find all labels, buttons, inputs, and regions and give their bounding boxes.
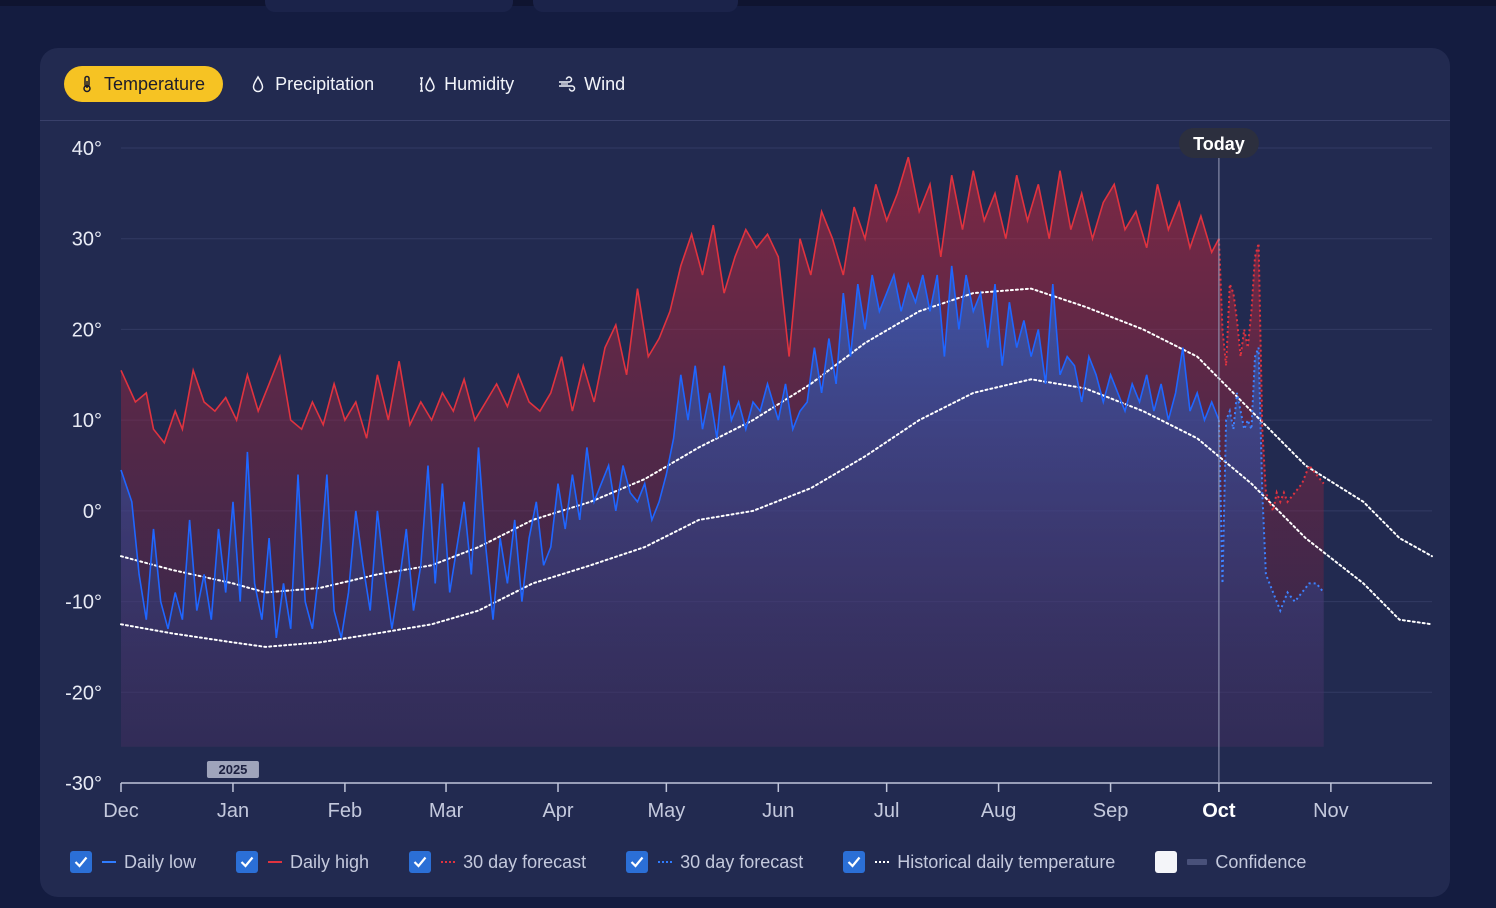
tab-temperature[interactable]: Temperature	[64, 66, 224, 102]
top-bar	[0, 0, 1496, 6]
legend-item-historical[interactable]: Historical daily temperature	[843, 851, 1115, 873]
x-tick-label: Mar	[429, 800, 464, 822]
x-tick-label: Sep	[1093, 800, 1129, 822]
legend-label: 30 day forecast	[680, 851, 804, 872]
checkmark-icon	[413, 856, 427, 868]
legend-item-daily-high[interactable]: Daily high	[236, 851, 369, 873]
checkmark-icon	[630, 856, 644, 868]
today-badge	[1178, 128, 1259, 158]
humidity-icon	[420, 76, 435, 92]
checkmark-icon	[847, 856, 861, 868]
y-tick-label: 30°	[72, 229, 102, 251]
today-label: Today	[1193, 134, 1245, 154]
x-tick-label: May	[647, 800, 685, 822]
x-tick-label: Jan	[217, 800, 249, 822]
legend-item-daily-low[interactable]: Daily low	[70, 851, 196, 873]
chart-legend: Daily low Daily high 30 day forecast 30 …	[70, 848, 1306, 876]
legend-label: Daily high	[290, 851, 370, 872]
checkmark-icon	[240, 856, 254, 868]
legend-swatch	[1187, 859, 1208, 865]
legend-checkbox[interactable]	[70, 851, 92, 873]
y-tick-label: -20°	[65, 682, 102, 704]
legend-swatch	[102, 861, 116, 863]
metric-tabs: Temperature Precipitation Humidity	[64, 66, 643, 102]
weather-chart-card: Temperature Precipitation Humidity	[40, 48, 1450, 897]
temperature-chart[interactable]: 40° 30° 20° 10° 0° -10° -20° -30°Dec Jan Feb Mar Ap…	[40, 48, 1450, 828]
legend-item-forecast-low[interactable]: 30 day forecast	[626, 851, 803, 873]
y-tick-label: -10°	[65, 592, 102, 614]
forecast-low-line	[1217, 347, 1325, 614]
x-tick-label: Apr	[542, 800, 573, 822]
year-marker-label: 2025	[218, 762, 247, 777]
legend-item-forecast-high[interactable]: 30 day forecast	[409, 851, 586, 873]
tab-label: Temperature	[104, 73, 206, 94]
year-marker-badge	[206, 761, 259, 778]
legend-label: 30 day forecast	[463, 851, 587, 872]
wind-icon	[559, 76, 576, 92]
legend-label: Historical daily temperature	[897, 851, 1116, 872]
legend-item-confidence[interactable]: Confidence	[1155, 851, 1306, 873]
daily-low-area	[121, 265, 1324, 747]
tab-humidity[interactable]: Humidity	[404, 66, 532, 102]
x-tick-label: Dec	[103, 800, 139, 822]
legend-checkbox[interactable]	[1155, 851, 1178, 873]
tab-label: Precipitation	[275, 73, 375, 94]
legend-swatch	[658, 861, 673, 863]
legend-swatch	[268, 861, 283, 863]
y-tick-label: 10°	[72, 410, 102, 432]
top-nav-chip[interactable]	[265, 0, 513, 12]
legend-checkbox[interactable]	[236, 851, 259, 873]
top-nav-chip[interactable]	[533, 0, 738, 12]
legend-checkbox[interactable]	[626, 851, 649, 873]
tab-label: Wind	[584, 73, 626, 94]
tab-precipitation[interactable]: Precipitation	[235, 66, 392, 102]
legend-swatch	[875, 861, 890, 863]
legend-checkbox[interactable]	[409, 851, 432, 873]
daily-high-line	[120, 156, 1220, 445]
daily-low-line	[120, 265, 1220, 639]
y-tick-label: 0°	[83, 501, 102, 523]
tab-label: Humidity	[444, 73, 515, 94]
legend-checkbox[interactable]	[843, 851, 866, 873]
legend-label: Confidence	[1215, 851, 1307, 872]
thermometer-icon	[83, 75, 91, 93]
x-tick-label: Jun	[762, 800, 794, 822]
x-tick-label: Jul	[874, 800, 900, 822]
checkmark-icon	[74, 856, 88, 868]
x-tick-label: Nov	[1313, 800, 1349, 822]
y-tick-label: -30°	[65, 773, 102, 795]
y-tick-label: 40°	[72, 138, 102, 160]
legend-swatch	[441, 861, 456, 863]
x-tick-label: Oct	[1202, 800, 1236, 822]
y-tick-label: 20°	[72, 319, 102, 341]
tabs-divider	[40, 120, 1450, 121]
droplet-icon	[252, 75, 264, 93]
tab-wind[interactable]: Wind	[544, 66, 643, 102]
historical-line	[120, 378, 1433, 648]
x-tick-label: Feb	[328, 800, 362, 822]
legend-label: Daily low	[124, 851, 197, 872]
x-tick-label: Aug	[981, 800, 1017, 822]
